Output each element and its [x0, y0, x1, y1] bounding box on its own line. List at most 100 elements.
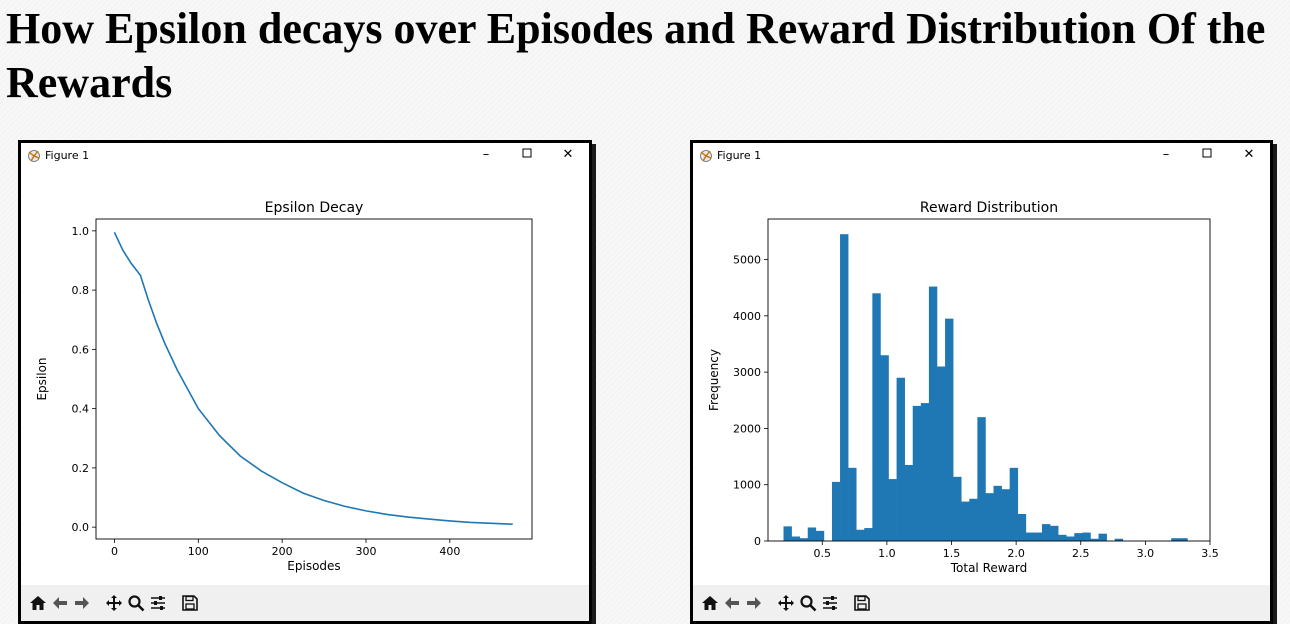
x-tick-label: 0.5 [814, 547, 832, 560]
y-tick-label: 0 [754, 535, 761, 548]
histogram-bar [920, 403, 930, 541]
chart-title: Epsilon Decay [265, 200, 364, 216]
x-tick-label: 200 [272, 545, 293, 558]
x-tick-label: 300 [355, 545, 376, 558]
window-titlebar[interactable]: Figure 1 – ✕ [21, 143, 589, 169]
navigation-toolbar [21, 585, 589, 621]
histogram-bar [815, 530, 825, 541]
matplotlib-app-icon [700, 150, 712, 162]
histogram-bar [1017, 513, 1027, 541]
save-icon[interactable] [853, 594, 871, 612]
home-icon[interactable] [29, 594, 47, 612]
histogram-bar [799, 538, 809, 541]
histogram-bar [912, 405, 922, 541]
plot-frame [95, 218, 533, 540]
navigation-toolbar [693, 585, 1270, 621]
home-icon[interactable] [701, 594, 719, 612]
minimize-icon[interactable]: – [1162, 147, 1170, 162]
y-tick-label: 0.6 [72, 343, 90, 356]
histogram-bar [1098, 533, 1107, 541]
histogram-bar [945, 318, 954, 541]
histogram-bar [791, 536, 800, 541]
histogram-bar [1074, 533, 1083, 541]
pan-icon[interactable] [777, 594, 795, 612]
histogram-bar [985, 493, 994, 541]
x-axis-label: Total Reward [950, 561, 1028, 575]
x-tick-label: 2.0 [1007, 547, 1025, 560]
y-tick-label: 1.0 [72, 225, 90, 238]
y-axis-label: Epsilon [35, 357, 49, 400]
x-tick-label: 1.5 [943, 547, 961, 560]
y-tick-label: 0.4 [72, 403, 90, 416]
histogram-bar [1114, 538, 1124, 541]
histogram-bar [807, 527, 817, 541]
window-title: Figure 1 [717, 149, 762, 162]
back-arrow-icon[interactable] [723, 594, 741, 612]
page-title: How Epsilon decays over Episodes and Rew… [6, 4, 1266, 107]
save-icon[interactable] [181, 594, 199, 612]
histogram-bar [961, 501, 970, 541]
window-titlebar[interactable]: Figure 1 – ✕ [693, 143, 1270, 169]
epsilon-decay-chart: Epsilon Decay 0 100 200 300 400 0.0 0.2 0.4 0.6 0.… [35, 200, 533, 573]
histogram-bar [783, 526, 792, 541]
zoom-icon[interactable] [799, 594, 817, 612]
histogram-bar [1082, 532, 1091, 541]
x-tick-label: 3.0 [1137, 547, 1155, 560]
epsilon-line [113, 231, 513, 525]
minimize-icon[interactable]: – [482, 147, 490, 162]
histogram-bar [993, 485, 1002, 541]
figure-window-reward: Figure 1 – ✕ Reward Distribution 0.5 1.0 1.… [690, 140, 1273, 624]
histogram-bar [864, 528, 873, 541]
maximize-icon[interactable] [516, 146, 538, 164]
histogram-bar [840, 234, 849, 541]
y-tick-label: 3000 [733, 366, 761, 379]
chart-title: Reward Distribution [920, 200, 1058, 216]
figure-window-epsilon: Figure 1 – ✕ Epsilon Decay 0 100 200 300 400 0… [18, 140, 592, 624]
pan-icon[interactable] [105, 594, 123, 612]
histogram-bar [1050, 525, 1059, 541]
histogram-bar [872, 293, 881, 541]
histogram-bar [1033, 532, 1043, 541]
forward-arrow-icon[interactable] [73, 594, 91, 612]
back-arrow-icon[interactable] [51, 594, 69, 612]
x-tick-label: 1.0 [878, 547, 896, 560]
y-tick-label: 0.8 [72, 284, 90, 297]
y-tick-label: 0.2 [72, 462, 90, 475]
x-tick-label: 3.5 [1201, 547, 1219, 560]
histogram-bar [896, 377, 905, 541]
maximize-icon[interactable] [1196, 146, 1218, 164]
forward-arrow-icon[interactable] [745, 594, 763, 612]
histogram-bar [904, 465, 914, 541]
histogram-bar [928, 286, 938, 541]
window-title: Figure 1 [45, 149, 90, 162]
histogram-bar [1025, 532, 1035, 541]
histogram-bar [1179, 538, 1188, 541]
reward-distribution-chart: Reward Distribution 0.5 1.0 1.5 2.0 2.5 3.0 3.5… [707, 200, 1219, 575]
histogram-bar [880, 355, 889, 541]
x-tick-label: 400 [439, 545, 460, 558]
x-tick-label: 0 [111, 545, 118, 558]
y-tick-label: 0.0 [72, 521, 90, 534]
histogram-bar [1090, 538, 1099, 541]
histogram-bar [1001, 489, 1010, 541]
histogram-bar [1066, 536, 1075, 541]
histogram-bar [1058, 534, 1067, 541]
configure-subplots-icon[interactable] [149, 594, 167, 612]
histogram-bar [936, 366, 946, 541]
histogram-bar [969, 498, 978, 541]
close-icon[interactable]: ✕ [562, 147, 574, 162]
y-tick-label: 4000 [733, 310, 761, 323]
histogram-bar [856, 529, 865, 541]
histogram-bar [1009, 467, 1019, 541]
zoom-icon[interactable] [127, 594, 145, 612]
configure-subplots-icon[interactable] [821, 594, 839, 612]
histogram-bar [953, 476, 962, 541]
histogram-bar [1171, 538, 1180, 541]
histogram-bar [1041, 524, 1051, 541]
y-axis-label: Frequency [707, 349, 721, 411]
x-tick-label: 2.5 [1072, 547, 1090, 560]
close-icon[interactable]: ✕ [1243, 147, 1255, 162]
x-tick-label: 100 [188, 545, 209, 558]
histogram-bar [848, 467, 857, 541]
y-tick-label: 1000 [733, 479, 761, 492]
